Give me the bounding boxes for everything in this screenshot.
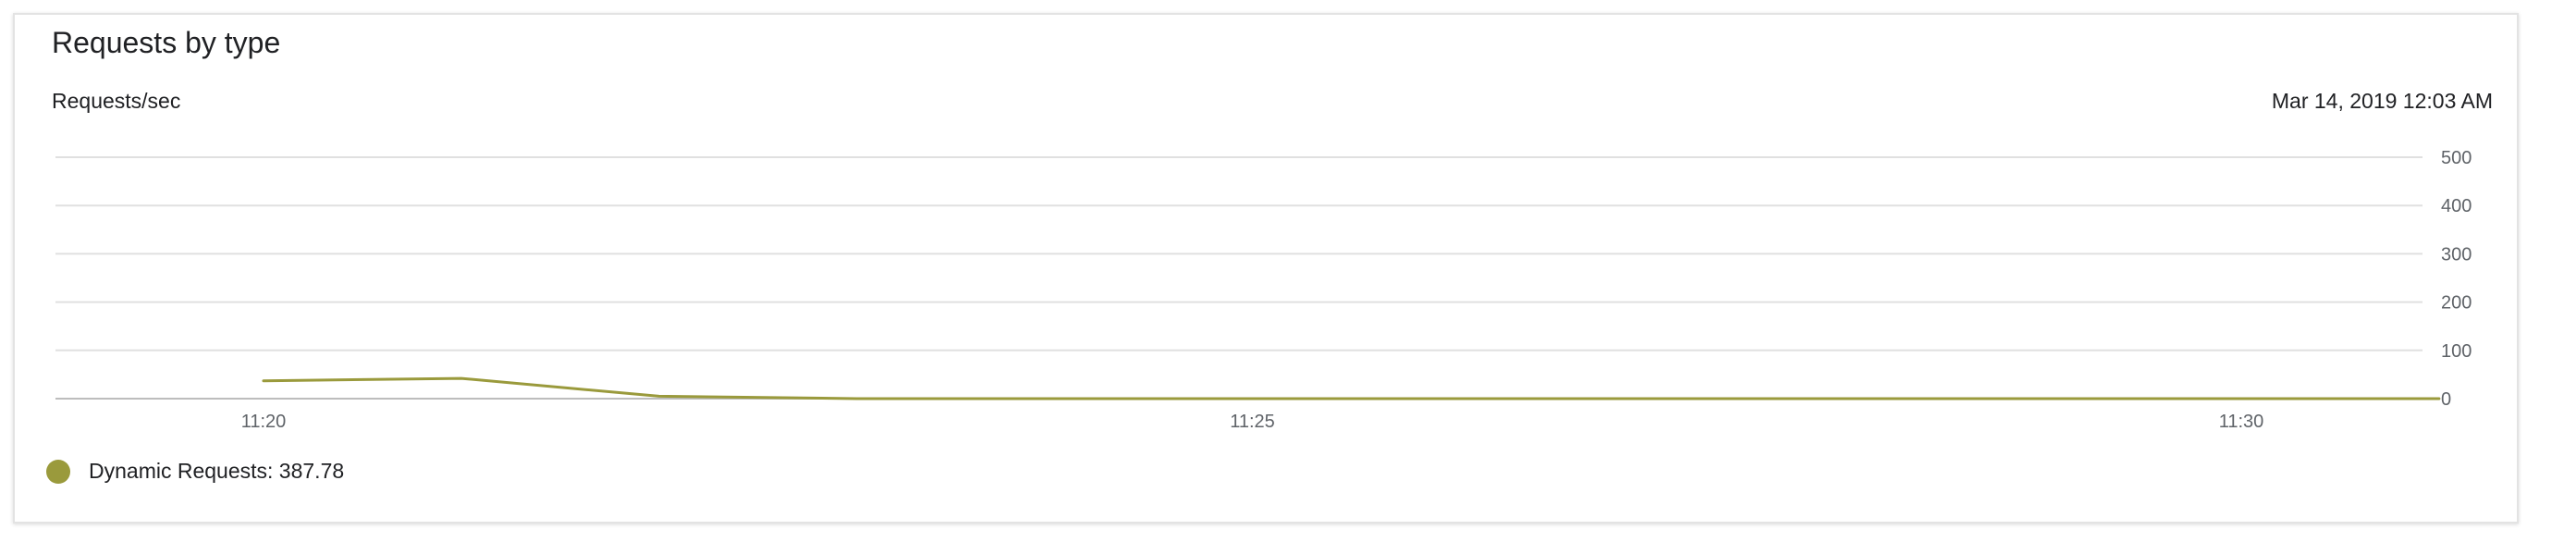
y-tick-label-200: 200 <box>2441 293 2472 314</box>
chart-title: Requests by type <box>52 26 281 59</box>
y-tick-label-300: 300 <box>2441 244 2472 265</box>
y-tick-label-100: 100 <box>2441 341 2472 362</box>
y-axis-unit-label: Requests/sec <box>52 89 181 113</box>
chart-card <box>13 13 2519 524</box>
hover-timestamp: Mar 14, 2019 12:03 AM <box>2271 89 2493 113</box>
x-tick-label: 11:20 <box>241 412 287 432</box>
y-tick-label-500: 500 <box>2441 148 2472 168</box>
y-tick-label-400: 400 <box>2441 196 2472 216</box>
legend-swatch-dynamic-requests <box>46 459 70 484</box>
legend-label-dynamic-requests: Dynamic Requests: 387.78 <box>89 459 345 483</box>
series-line-dynamic-requests-segment-1 <box>262 376 2441 400</box>
legend[interactable]: Dynamic Requests: 387.78 <box>46 459 344 484</box>
x-tick-label: 11:30 <box>2219 412 2264 432</box>
x-tick-label: 11:25 <box>1230 412 1275 432</box>
y-tick-label-0: 0 <box>2441 389 2451 410</box>
